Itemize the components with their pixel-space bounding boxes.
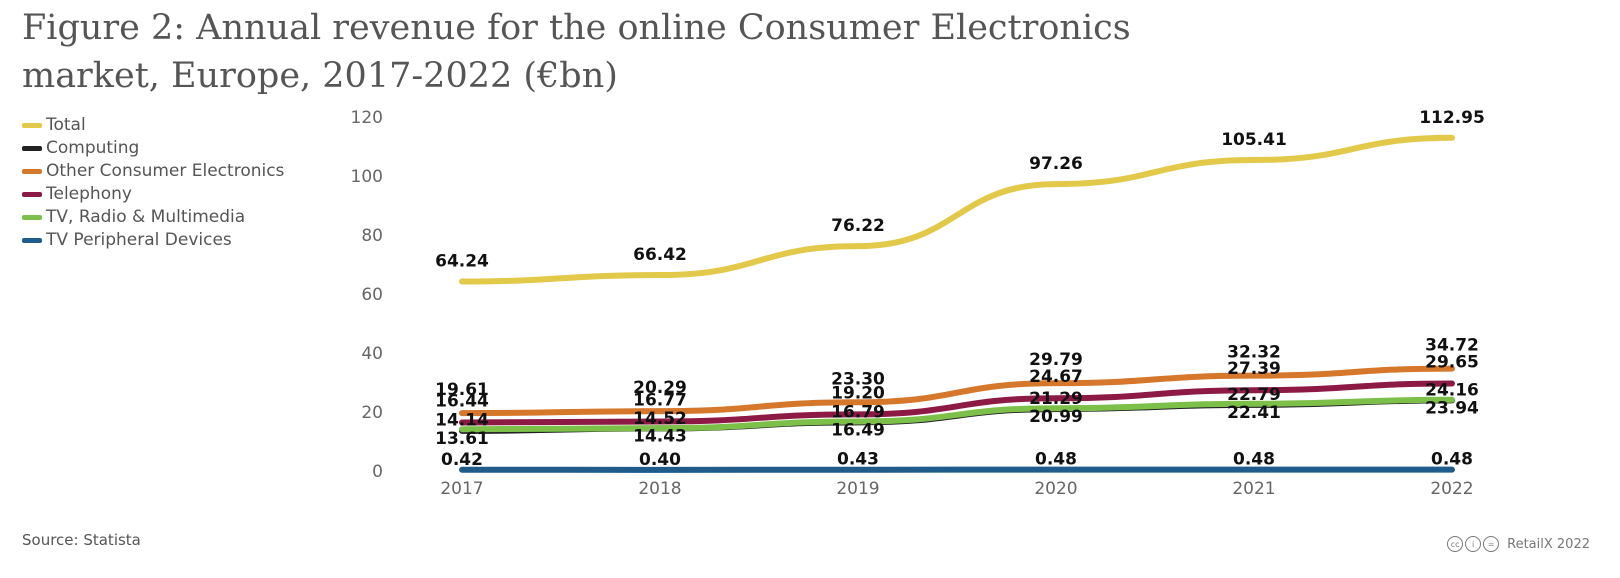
- data-label: 64.24: [435, 251, 489, 271]
- data-label: 16.49: [831, 420, 885, 440]
- legend-swatch: [22, 192, 42, 197]
- legend-label: TV Peripheral Devices: [46, 229, 232, 250]
- data-label: 16.79: [831, 402, 885, 422]
- series-line: [459, 380, 1455, 426]
- data-label: 22.41: [1227, 403, 1281, 423]
- data-label: 0.48: [1035, 450, 1077, 470]
- data-label: 97.26: [1029, 154, 1083, 174]
- y-tick-label: 60: [361, 285, 383, 305]
- legend-label: TV, Radio & Multimedia: [46, 206, 246, 227]
- series-line: [459, 396, 1455, 433]
- credit-text: RetailX 2022: [1507, 536, 1590, 552]
- data-label: 13.61: [435, 429, 489, 449]
- data-label: 19.20: [831, 383, 885, 403]
- data-label: 21.29: [1029, 389, 1083, 409]
- series-line: [459, 365, 1455, 417]
- data-label: 66.42: [633, 245, 687, 265]
- source-note: Source: Statista: [22, 531, 141, 549]
- legend-label: Telephony: [46, 183, 132, 204]
- legend-swatch: [22, 169, 42, 174]
- legend-swatch: [22, 123, 42, 128]
- data-label: 29.79: [1029, 350, 1083, 370]
- legend-item: Computing: [22, 136, 284, 159]
- data-label: 19.61: [435, 380, 489, 400]
- legend-label: Computing: [46, 137, 140, 158]
- data-label: 14.43: [633, 426, 687, 446]
- data-label: 27.39: [1227, 359, 1281, 379]
- no-derivatives-icon: =: [1483, 536, 1500, 552]
- x-tick-label: 2021: [1232, 479, 1275, 499]
- y-tick-label: 40: [361, 344, 383, 364]
- y-tick-label: 20: [361, 403, 383, 423]
- x-tick-label: 2017: [440, 479, 483, 499]
- y-tick-label: 100: [351, 167, 383, 187]
- data-label: 23.94: [1425, 398, 1479, 418]
- data-label: 105.41: [1221, 130, 1287, 150]
- data-label: 0.43: [837, 450, 879, 470]
- data-label: 20.29: [633, 378, 687, 398]
- data-label: 32.32: [1227, 343, 1281, 363]
- credit: cc i = RetailX 2022: [1447, 536, 1590, 552]
- x-tick-label: 2019: [836, 479, 879, 499]
- data-label: 16.44: [435, 392, 489, 412]
- legend-item: TV, Radio & Multimedia: [22, 205, 284, 228]
- attribution-icon: i: [1465, 536, 1482, 552]
- data-label: 16.77: [633, 391, 687, 411]
- license-icons: cc i =: [1447, 536, 1501, 552]
- chart-legend: Total Computing Other Consumer Electronics…: [22, 113, 284, 251]
- y-tick-label: 80: [361, 226, 383, 246]
- data-label: 0.42: [441, 450, 483, 470]
- data-label: 0.40: [639, 450, 681, 470]
- data-label: 34.72: [1425, 336, 1479, 356]
- data-label: 0.48: [1431, 450, 1473, 470]
- legend-item: Total: [22, 113, 284, 136]
- x-tick-label: 2018: [638, 479, 681, 499]
- data-label: 14.52: [633, 409, 687, 429]
- x-tick-label: 2022: [1430, 479, 1473, 499]
- data-label: 14.14: [435, 410, 489, 430]
- data-label: 112.95: [1419, 108, 1485, 128]
- legend-item: Telephony: [22, 182, 284, 205]
- data-label: 0.48: [1233, 450, 1275, 470]
- legend-item: Other Consumer Electronics: [22, 159, 284, 182]
- y-tick-label: 0: [372, 462, 383, 482]
- data-label: 29.65: [1425, 353, 1479, 373]
- legend-swatch: [22, 146, 42, 151]
- chart-title: Figure 2: Annual revenue for the online …: [22, 8, 1131, 96]
- creative-commons-icon: cc: [1447, 536, 1464, 552]
- series-line: [459, 134, 1455, 285]
- data-label: 24.16: [1425, 381, 1479, 401]
- data-label: 24.67: [1029, 367, 1083, 387]
- legend-label: Other Consumer Electronics: [46, 160, 285, 181]
- y-tick-label: 120: [351, 108, 383, 128]
- x-tick-label: 2020: [1034, 479, 1077, 499]
- data-label: 76.22: [831, 216, 885, 236]
- legend-swatch: [22, 215, 42, 220]
- data-label: 22.79: [1227, 385, 1281, 405]
- data-label: 20.99: [1029, 407, 1083, 427]
- legend-swatch: [22, 238, 42, 243]
- legend-label: Total: [46, 114, 86, 135]
- data-label: 23.30: [831, 369, 885, 389]
- legend-item: TV Peripheral Devices: [22, 228, 284, 251]
